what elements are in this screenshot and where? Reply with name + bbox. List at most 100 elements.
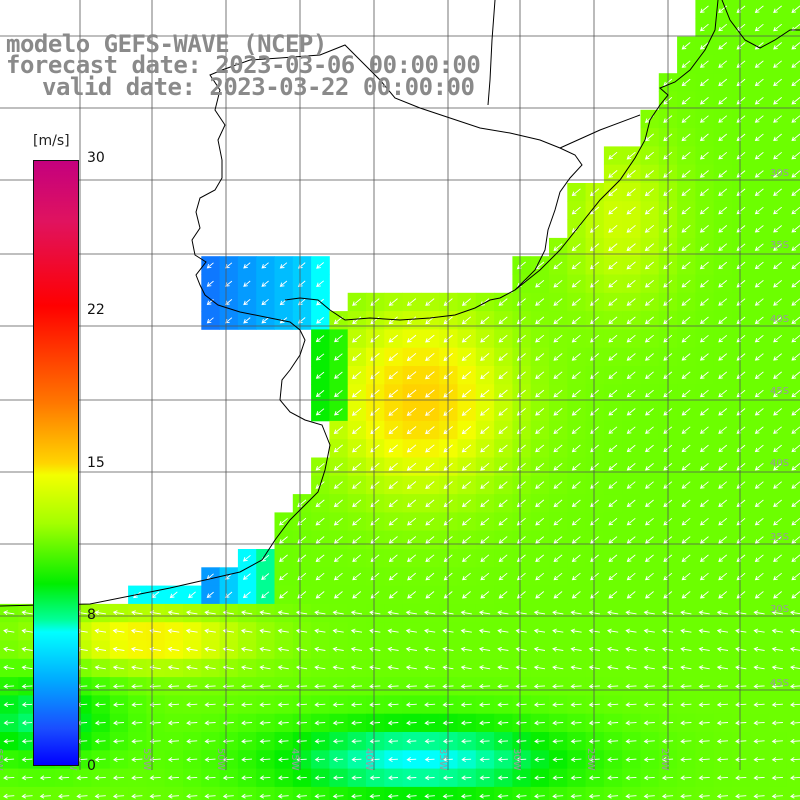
wind-arrow [753, 683, 765, 689]
wind-arrow [515, 793, 527, 799]
wind-arrow [791, 334, 800, 343]
wind-arrow [407, 536, 417, 544]
wind-arrow [553, 499, 563, 508]
wind-arrow [406, 298, 417, 306]
wind-arrow [3, 738, 15, 744]
wind-arrow [773, 5, 782, 13]
wind-arrow [626, 206, 636, 215]
wind-arrow [754, 97, 764, 105]
longitude-label: 20W [659, 748, 670, 771]
wind-arrow [571, 353, 581, 361]
wind-arrow [718, 60, 728, 68]
wind-arrow [553, 591, 563, 599]
wind-arrow [167, 738, 180, 744]
wind-arrow [626, 243, 636, 252]
wind-arrow [332, 793, 344, 799]
wind-arrow [588, 775, 600, 781]
wind-arrow [21, 775, 33, 781]
wind-arrow [718, 243, 728, 251]
wind-arrow [277, 646, 289, 652]
wind-arrow [332, 665, 344, 671]
wind-arrow [773, 316, 782, 325]
wind-arrow [388, 775, 399, 781]
wind-arrow [461, 353, 472, 361]
wind-arrow [754, 444, 764, 453]
wind-arrow [333, 444, 343, 453]
wind-arrow [735, 702, 747, 708]
wind-arrow [131, 702, 143, 708]
wind-arrow [480, 389, 490, 398]
wind-arrow [149, 775, 161, 781]
wind-arrow [571, 426, 581, 434]
wind-speed-cell [384, 786, 403, 800]
wind-arrow [535, 572, 545, 581]
wind-arrow [314, 610, 326, 616]
wind-arrow [607, 793, 619, 799]
wind-arrow [698, 683, 710, 689]
wind-arrow [754, 408, 764, 416]
wind-arrow [643, 628, 655, 634]
wind-arrow [315, 517, 325, 526]
wind-arrow [773, 42, 782, 50]
wind-arrow [589, 261, 600, 270]
wind-arrow [790, 665, 800, 671]
wind-arrow [608, 426, 618, 434]
wind-arrow [607, 757, 619, 763]
wind-speed-cell [91, 786, 111, 800]
wind-arrow [553, 517, 563, 526]
wind-arrow [204, 702, 216, 708]
wind-arrow [39, 775, 51, 781]
wind-speed-cell [695, 786, 715, 800]
wind-arrow [515, 683, 527, 689]
wind-arrow [754, 225, 764, 233]
wind-arrow [279, 554, 288, 562]
wind-speed-cell [219, 786, 239, 800]
wind-arrow [753, 775, 765, 781]
wind-arrow [645, 444, 654, 453]
wind-arrow [607, 646, 619, 652]
longitude-label: 50W [215, 748, 226, 771]
longitude-label: 55W [141, 748, 152, 771]
wind-arrow [480, 316, 490, 325]
wind-arrow [698, 775, 710, 781]
wind-arrow [3, 646, 15, 652]
wind-arrow [497, 720, 509, 726]
wind-arrow [369, 646, 381, 652]
wind-arrow [754, 115, 764, 123]
wind-arrow [406, 462, 417, 471]
wind-arrow [241, 665, 253, 671]
colorbar [33, 160, 79, 766]
wind-arrow [352, 591, 362, 599]
wind-arrow [716, 683, 729, 689]
wind-arrow [241, 738, 253, 744]
wind-arrow [406, 316, 417, 325]
wind-arrow [406, 793, 417, 799]
wind-arrow [553, 481, 563, 489]
wind-arrow [680, 793, 692, 799]
wind-arrow [350, 683, 363, 689]
wind-speed-cell [347, 786, 367, 800]
wind-arrow [479, 702, 491, 708]
wind-arrow [498, 462, 508, 471]
wind-arrow [718, 408, 728, 416]
wind-arrow [589, 188, 600, 197]
wind-arrow [754, 78, 764, 87]
wind-arrow [94, 738, 106, 744]
wind-arrow [277, 793, 289, 799]
latitude-label: 40S [770, 458, 789, 469]
wind-arrow [791, 591, 800, 599]
wind-arrow [94, 628, 107, 634]
wind-arrow [626, 334, 636, 343]
wind-arrow [424, 775, 435, 781]
wind-arrow [461, 298, 471, 306]
wind-arrow [754, 60, 764, 68]
wind-arrow [590, 554, 599, 562]
wind-arrow [699, 353, 709, 361]
wind-arrow [552, 775, 564, 781]
wind-arrow [94, 775, 106, 781]
wind-arrow [297, 517, 307, 526]
wind-arrow [608, 151, 618, 160]
wind-arrow [643, 775, 655, 781]
wind-arrow [608, 279, 618, 288]
